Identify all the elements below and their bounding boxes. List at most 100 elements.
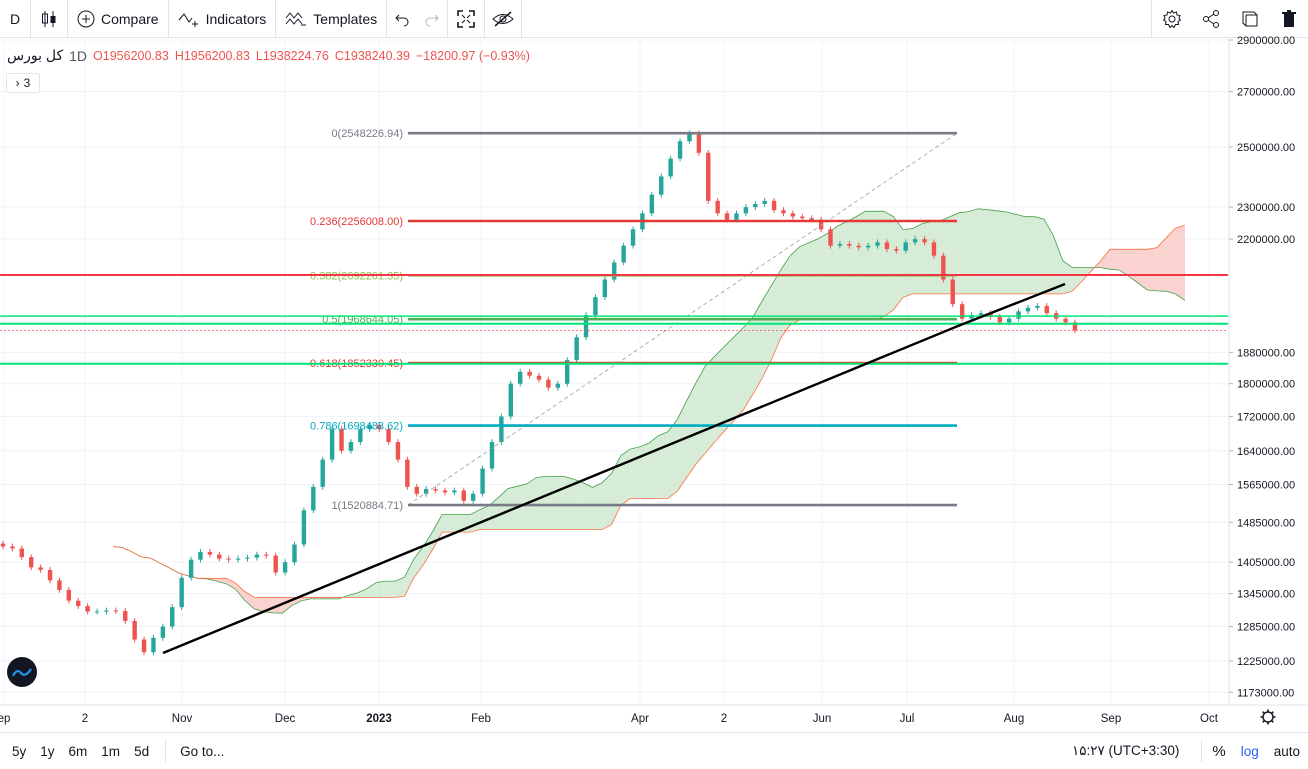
cloud-segment [837, 221, 847, 320]
cloud-segment [931, 220, 941, 294]
candle-body [66, 589, 72, 601]
cloud-segment [536, 476, 546, 530]
indicators-label: Indicators [205, 10, 267, 27]
cloud-segment [912, 223, 922, 294]
log-button[interactable]: log [1240, 743, 1259, 759]
time-tick-label: Oct [1200, 713, 1219, 725]
cloud-segment [893, 216, 903, 310]
candle-body [837, 244, 843, 246]
cloud-segment [649, 435, 659, 499]
settings-button[interactable] [1152, 0, 1191, 37]
indicators-button[interactable]: Indicators [169, 0, 276, 37]
compare-button[interactable]: Compare [68, 0, 168, 37]
ichimoku-cloud [112, 208, 1186, 614]
symbol-name[interactable]: کل بورس [7, 47, 64, 63]
candle-body [706, 152, 711, 201]
cloud-segment [874, 211, 885, 320]
bottom-toolbar: 5y 1y 6m 1m 5d Go to... ۱۵:۲۷ (UTC+3:30) % l… [0, 732, 1308, 769]
range-button-5y[interactable]: 5y [12, 743, 27, 759]
cloud-segment [526, 477, 537, 530]
candle-body [57, 580, 62, 590]
cloud-segment [968, 208, 979, 294]
candle-body [630, 229, 636, 246]
cloud-segment [865, 211, 875, 320]
price-tick-label: 2200000.00 [1237, 234, 1295, 246]
time-axis-bg [0, 705, 1308, 732]
cloud-segment [235, 582, 245, 601]
interval-label[interactable]: 1D [69, 47, 88, 64]
candle-body [170, 607, 175, 627]
cloud-segment [451, 514, 461, 533]
candle-body [950, 279, 955, 305]
time-tick-label: 2 [82, 713, 88, 725]
candle-body [123, 611, 128, 621]
cloud-segment [395, 577, 405, 598]
snapshot-button[interactable] [1230, 0, 1269, 37]
indicators-collapse-button[interactable]: › 3 [6, 73, 40, 93]
templates-button[interactable]: Templates [276, 0, 386, 37]
indicators-icon [178, 12, 198, 27]
cloud-segment [1100, 249, 1110, 270]
candle-body [452, 490, 457, 493]
open-value: O1956200.83 [93, 48, 169, 63]
range-button-1m[interactable]: 1m [101, 743, 121, 759]
timezone-button[interactable]: ۱۵:۲۷ (UTC+3:30) [1071, 743, 1180, 758]
delete-button[interactable] [1269, 0, 1308, 37]
candle-body [555, 383, 561, 388]
cloud-segment [244, 591, 255, 609]
hide-drawings-button[interactable] [485, 0, 521, 37]
change-value: −18200.97 (−0.93%) [415, 48, 530, 63]
cloud-segment [884, 211, 894, 317]
price-tick-label: 2300000.00 [1237, 202, 1295, 214]
cloud-segment [724, 337, 734, 432]
cloud-segment [1034, 216, 1044, 294]
candle-body [358, 429, 363, 443]
candle-body [320, 459, 325, 487]
range-button-5d[interactable]: 5d [134, 743, 150, 759]
divider [521, 0, 523, 37]
candle-body [753, 203, 758, 208]
chart-type-button[interactable] [31, 0, 67, 37]
fullscreen-button[interactable] [448, 0, 484, 37]
candle-body [565, 360, 570, 384]
cloud-segment [714, 346, 725, 442]
candle-body [659, 176, 664, 195]
time-tick-label: Aug [1004, 713, 1024, 725]
cloud-segment [620, 449, 631, 506]
redo-button[interactable] [417, 0, 447, 37]
candle-body [1072, 322, 1078, 331]
time-tick-label: Jul [900, 713, 915, 725]
candle-body [1006, 318, 1012, 323]
symbol-search-button[interactable]: D [0, 0, 30, 37]
percent-button[interactable]: % [1212, 742, 1226, 760]
cloud-segment [489, 497, 499, 530]
candle-body [847, 244, 852, 246]
cloud-segment [818, 233, 828, 320]
candle-body [1016, 311, 1021, 319]
cloud-span-a [112, 208, 1186, 614]
candle-body [489, 442, 495, 469]
candle-body [959, 304, 965, 319]
cloud-segment [667, 419, 678, 499]
auto-button[interactable]: auto [1273, 743, 1300, 759]
undo-button[interactable] [387, 0, 417, 37]
cloud-segment [423, 531, 433, 565]
cloud-segment [1175, 225, 1185, 301]
divider [30, 0, 31, 37]
cloud-segment [1044, 219, 1054, 294]
cloud-segment [498, 488, 508, 530]
range-button-6m[interactable]: 6m [68, 743, 88, 759]
candle-body [762, 200, 767, 204]
trend-line-short [957, 282, 1066, 328]
tradingview-logo[interactable] [7, 657, 37, 687]
cloud-segment [254, 597, 264, 612]
candle-body [217, 554, 222, 559]
cloud-segment [432, 514, 443, 550]
share-button[interactable] [1191, 0, 1230, 37]
range-button-1y[interactable]: 1y [40, 743, 55, 759]
candle-body [433, 489, 438, 491]
cloud-segment [545, 476, 555, 530]
goto-button[interactable]: Go to... [180, 743, 225, 759]
time-tick-label: 2023 [366, 713, 392, 725]
